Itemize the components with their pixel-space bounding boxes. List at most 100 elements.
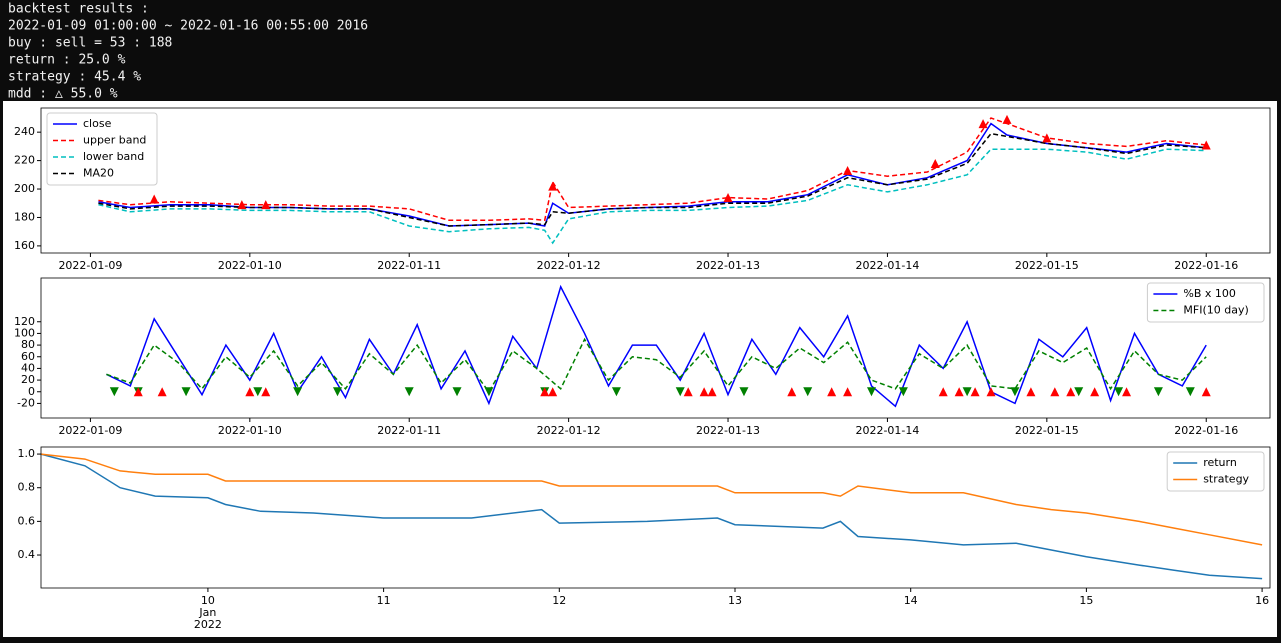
series-line	[98, 148, 1207, 245]
y-tick-label: 60	[21, 350, 35, 363]
y-tick-label: 0.4	[18, 548, 36, 561]
x-tick-label: 11	[377, 594, 391, 607]
x-tick-label: 2022-01-16	[1174, 259, 1238, 272]
trade-marker	[787, 387, 797, 397]
trade-marker	[866, 387, 876, 397]
x-tick-label: 2022-01-09	[58, 259, 122, 272]
trade-marker	[699, 387, 709, 397]
x-tick-label: 2022-01-14	[855, 259, 919, 272]
trade-marker	[548, 181, 558, 191]
x-tick-label: 2022-01-11	[377, 259, 441, 272]
legend-box	[46, 112, 158, 186]
y-tick-label: 0.6	[18, 514, 36, 527]
trade-marker	[803, 387, 813, 397]
trade-marker	[1114, 387, 1124, 397]
trade-marker	[723, 193, 733, 203]
x-tick-label: 2022-01-12	[537, 259, 601, 272]
series-line	[40, 453, 1263, 546]
trade-marker	[978, 119, 988, 129]
x-tick-label: 2022-01-14	[855, 424, 919, 437]
y-tick-label: 220	[14, 154, 35, 167]
trade-marker	[843, 387, 853, 397]
trade-marker	[1074, 387, 1084, 397]
y-tick-label: 200	[14, 182, 35, 195]
x-tick-label: 14	[904, 594, 918, 607]
plot-frame	[40, 277, 1271, 419]
trade-marker	[898, 387, 908, 397]
series-line	[40, 453, 1263, 580]
x-tick-label: 2022-01-16	[1174, 424, 1238, 437]
trade-marker	[181, 387, 191, 397]
series-line	[98, 132, 1207, 227]
trade-marker	[245, 387, 255, 397]
trade-marker	[843, 166, 853, 176]
y-tick-label: 40	[21, 361, 35, 374]
y-tick-label: 120	[14, 315, 35, 328]
trade-marker	[1010, 387, 1020, 397]
trade-marker	[1090, 387, 1100, 397]
header-line: 2022-01-09 01:00:00 ~ 2022-01-16 00:55:0…	[8, 19, 368, 34]
trade-marker	[261, 387, 271, 397]
x-tick-label: 2022-01-12	[537, 424, 601, 437]
trade-marker	[938, 387, 948, 397]
trade-marker	[1185, 387, 1195, 397]
trade-marker	[683, 387, 693, 397]
y-tick-label: 100	[14, 326, 35, 339]
x-tick-label: 15	[1079, 594, 1093, 607]
header-line: buy : sell = 53 : 188	[8, 36, 172, 51]
trade-marker	[484, 387, 494, 397]
x-tick-label: 2022-01-09	[58, 424, 122, 437]
y-tick-label: 0.8	[18, 481, 36, 494]
x-tick-label: 2022-01-11	[377, 424, 441, 437]
trade-marker	[1002, 114, 1012, 124]
x-tick-label: 2022-01-15	[1015, 424, 1079, 437]
x-sublabel: 2022	[194, 618, 222, 631]
x-tick-label: 2022-01-13	[696, 424, 760, 437]
legend-label: strategy	[1203, 473, 1249, 486]
x-tick-label: 10	[201, 594, 215, 607]
legend-label: close	[83, 117, 112, 130]
trade-marker	[332, 387, 342, 397]
y-tick-label: 0	[28, 385, 35, 398]
header-line: mdd : △ 55.0 %	[8, 87, 118, 102]
trade-marker	[675, 387, 685, 397]
y-tick-label: 80	[21, 338, 35, 351]
trade-marker	[1201, 387, 1211, 397]
plot-frame	[40, 446, 1271, 589]
x-sublabel: Jan	[198, 606, 216, 619]
y-tick-label: -20	[17, 396, 35, 409]
trade-marker	[970, 387, 980, 397]
trade-marker	[293, 387, 303, 397]
trade-marker	[133, 387, 143, 397]
trade-marker	[1066, 387, 1076, 397]
x-tick-label: 2022-01-10	[218, 424, 282, 437]
trade-marker	[404, 387, 414, 397]
trade-marker	[986, 387, 996, 397]
y-tick-label: 240	[14, 125, 35, 138]
x-tick-label: 2022-01-15	[1015, 259, 1079, 272]
legend-label: return	[1203, 456, 1237, 469]
x-tick-label: 16	[1255, 594, 1269, 607]
trade-marker	[1042, 133, 1052, 143]
legend-box	[1146, 282, 1265, 323]
trade-marker	[827, 387, 837, 397]
series-line	[98, 117, 1207, 222]
trade-marker	[954, 387, 964, 397]
trade-marker	[452, 387, 462, 397]
x-tick-label: 13	[728, 594, 742, 607]
trade-marker	[253, 387, 263, 397]
y-tick-label: 20	[21, 373, 35, 386]
trade-marker	[707, 387, 717, 397]
trade-marker	[1026, 387, 1036, 397]
legend-label: MFI(10 day)	[1183, 304, 1248, 317]
legend-label: MA20	[83, 167, 114, 180]
trade-marker	[1153, 387, 1163, 397]
x-tick-label: 12	[552, 594, 566, 607]
trade-marker	[611, 387, 621, 397]
y-tick-label: 1.0	[18, 447, 36, 460]
plot-area	[41, 447, 1270, 588]
legend-label: upper band	[83, 134, 146, 147]
trade-marker	[1122, 387, 1132, 397]
header-line: backtest results :	[8, 2, 149, 17]
